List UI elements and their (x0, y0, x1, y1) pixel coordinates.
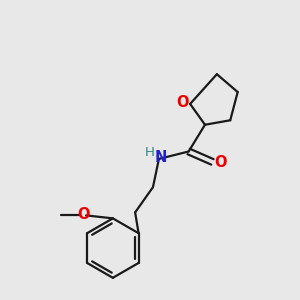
Text: N: N (155, 150, 167, 165)
Text: O: O (77, 207, 90, 222)
Text: O: O (214, 155, 227, 170)
Text: H: H (145, 146, 155, 159)
Text: O: O (176, 95, 189, 110)
